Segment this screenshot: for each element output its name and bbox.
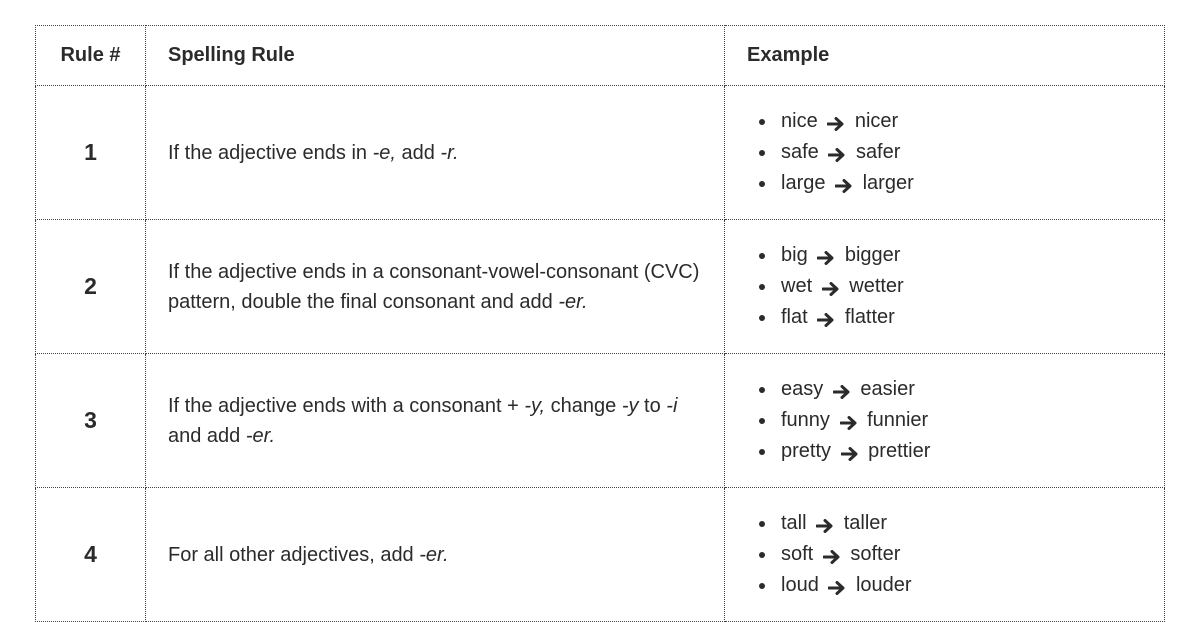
example-from: nice [781, 110, 818, 132]
example-list: big biggerwet wetterflat flatter [747, 240, 1142, 333]
arrow-right-icon [816, 510, 834, 541]
spelling-rules-table: Rule # Spelling Rule Example 1If the adj… [35, 25, 1165, 622]
rule-text-segment: add [396, 142, 440, 164]
arrow-right-icon [823, 541, 841, 572]
rule-text-italic: -er. [419, 544, 448, 566]
example-from: tall [781, 512, 807, 534]
arrow-right-icon [817, 242, 835, 273]
arrow-right-icon [840, 407, 858, 438]
rule-text: If the adjective ends with a consonant +… [146, 354, 725, 488]
example-to: prettier [868, 440, 930, 462]
example-cell: nice nicersafe saferlarge larger [725, 86, 1165, 220]
rule-text-italic: -er. [558, 291, 587, 313]
example-item: flat flatter [777, 302, 1142, 333]
example-to: nicer [855, 110, 898, 132]
example-from: funny [781, 409, 830, 431]
rule-text-italic: -i [666, 395, 677, 417]
table-row: 4For all other adjectives, add -er.tall … [36, 488, 1165, 622]
table-row: 2 If the adjective ends in a consonant-vo… [36, 220, 1165, 354]
rule-text-italic: -r. [440, 142, 458, 164]
example-list: nice nicersafe saferlarge larger [747, 106, 1142, 199]
header-example: Example [725, 26, 1165, 86]
example-to: larger [863, 172, 914, 194]
example-to: safer [856, 141, 900, 163]
example-item: large larger [777, 168, 1142, 199]
table-row: 3If the adjective ends with a consonant … [36, 354, 1165, 488]
example-to: louder [856, 574, 912, 596]
arrow-right-icon [817, 304, 835, 335]
example-cell: big biggerwet wetterflat flatter [725, 220, 1165, 354]
example-item: easy easier [777, 374, 1142, 405]
example-from: large [781, 172, 825, 194]
arrow-right-icon [833, 376, 851, 407]
table-header-row: Rule # Spelling Rule Example [36, 26, 1165, 86]
rule-text-segment: If the adjective ends in a consonant-vow… [168, 261, 699, 313]
example-to: wetter [849, 275, 903, 297]
arrow-right-icon [841, 438, 859, 469]
example-item: big bigger [777, 240, 1142, 271]
table-row: 1If the adjective ends in -e, add -r.nic… [36, 86, 1165, 220]
rule-text-segment: For all other adjectives, add [168, 544, 419, 566]
rule-text-segment: If the adjective ends in [168, 142, 373, 164]
rule-text-segment: to [638, 395, 666, 417]
rule-text: If the adjective ends in a consonant-vow… [146, 220, 725, 354]
example-to: bigger [845, 244, 901, 266]
rule-text-segment: change [545, 395, 622, 417]
example-item: nice nicer [777, 106, 1142, 137]
example-to: easier [860, 378, 914, 400]
example-item: loud louder [777, 570, 1142, 601]
example-item: soft softer [777, 539, 1142, 570]
rule-text-italic: -er. [246, 425, 275, 447]
example-item: tall taller [777, 508, 1142, 539]
example-list: tall tallersoft softerloud louder [747, 508, 1142, 601]
example-to: taller [844, 512, 887, 534]
example-from: big [781, 244, 808, 266]
rule-number: 2 [36, 220, 146, 354]
example-from: easy [781, 378, 823, 400]
example-list: easy easierfunny funnierpretty prettier [747, 374, 1142, 467]
rule-number: 4 [36, 488, 146, 622]
header-spelling-rule: Spelling Rule [146, 26, 725, 86]
rule-text: If the adjective ends in -e, add -r. [146, 86, 725, 220]
example-item: funny funnier [777, 405, 1142, 436]
rule-text: For all other adjectives, add -er. [146, 488, 725, 622]
example-to: softer [850, 543, 900, 565]
example-cell: tall tallersoft softerloud louder [725, 488, 1165, 622]
example-to: flatter [845, 306, 895, 328]
rule-text-segment: and add [168, 425, 246, 447]
example-from: wet [781, 275, 812, 297]
header-rule-num: Rule # [36, 26, 146, 86]
arrow-right-icon [828, 572, 846, 603]
rule-text-italic: -e, [373, 142, 396, 164]
rule-text-italic: -y, [524, 395, 545, 417]
arrow-right-icon [828, 139, 846, 170]
arrow-right-icon [827, 108, 845, 139]
arrow-right-icon [822, 273, 840, 304]
example-to: funnier [867, 409, 928, 431]
example-item: safe safer [777, 137, 1142, 168]
example-item: wet wetter [777, 271, 1142, 302]
example-item: pretty prettier [777, 436, 1142, 467]
rule-text-italic: -y [622, 395, 639, 417]
rule-number: 1 [36, 86, 146, 220]
rule-number: 3 [36, 354, 146, 488]
table-body: 1If the adjective ends in -e, add -r.nic… [36, 86, 1165, 622]
example-from: flat [781, 306, 808, 328]
example-from: safe [781, 141, 819, 163]
example-from: pretty [781, 440, 831, 462]
rule-text-segment: If the adjective ends with a consonant + [168, 395, 524, 417]
example-from: loud [781, 574, 819, 596]
example-cell: easy easierfunny funnierpretty prettier [725, 354, 1165, 488]
arrow-right-icon [835, 170, 853, 201]
example-from: soft [781, 543, 813, 565]
